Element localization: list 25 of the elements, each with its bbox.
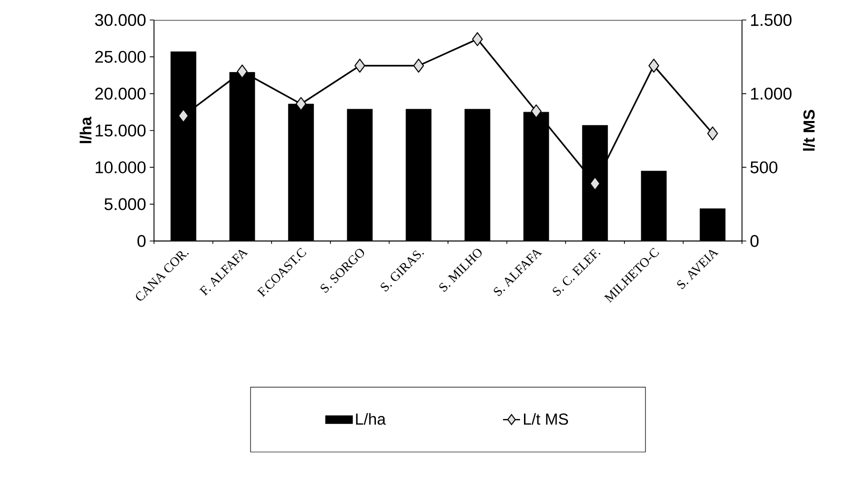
point [472, 32, 483, 46]
y-tick-label: 25.000 [95, 50, 146, 63]
y2-tick-label: 500 [750, 161, 778, 174]
point [590, 176, 600, 191]
point [296, 97, 306, 111]
point [236, 64, 248, 79]
point [530, 104, 542, 118]
point [178, 108, 189, 123]
y-tick-label: 0 [137, 235, 146, 247]
y2-tick-label: 1.500 [751, 14, 792, 26]
y-tick-label: 5.000 [104, 198, 146, 210]
y2-tick-label: 0 [750, 235, 759, 247]
y2-axis-title: l/t MS [803, 110, 815, 151]
y2-tick-label: 1.000 [751, 88, 792, 100]
point [413, 58, 424, 73]
legend-label: L/t MS [524, 413, 568, 425]
point [707, 126, 718, 140]
point [648, 58, 660, 73]
y-tick-label: 10.000 [96, 161, 146, 174]
point [354, 58, 366, 73]
y-tick-label: 15.000 [96, 124, 146, 136]
y-tick-label: 20.000 [95, 88, 146, 100]
y-axis-title: l/ha [80, 116, 92, 144]
legend-label: L/ha [356, 413, 386, 425]
y-tick-label: 30.000 [95, 14, 146, 26]
